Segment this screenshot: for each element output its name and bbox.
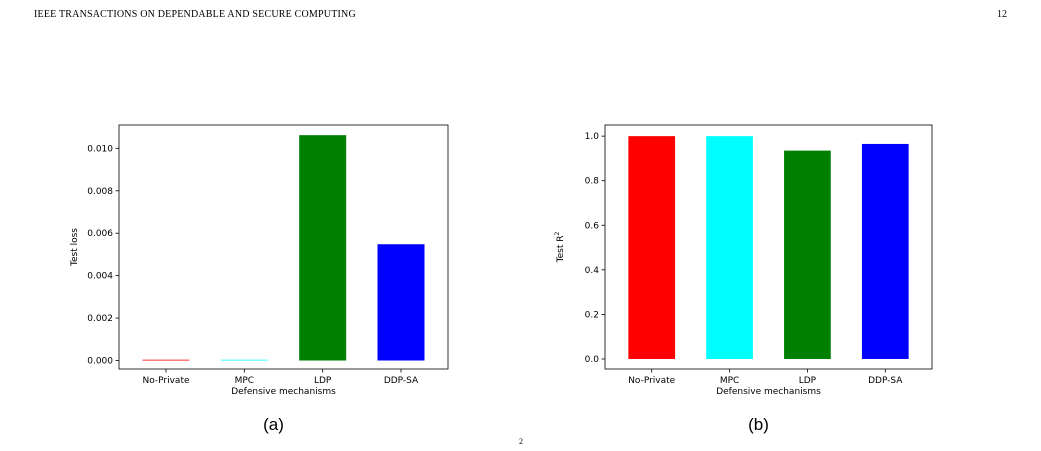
x-tick-label: DDP-SA [868,376,903,386]
x-tick-label: MPC [720,376,739,386]
bar-ldp [299,135,347,361]
journal-header: IEEE TRANSACTIONS ON DEPENDABLE AND SECU… [34,9,356,20]
bar-ddp-sa [377,244,425,361]
bar-no-private [142,359,190,361]
y-axis-label: Test R2 [554,231,566,263]
y-tick-label: 0.004 [87,272,113,282]
x-tick-label: MPC [235,376,254,386]
y-axis-label-superscript: 2 [554,231,561,235]
y-tick-label: 0.000 [87,357,113,367]
y-tick-label: 0.010 [87,144,113,154]
y-tick-label: 0.006 [87,229,113,239]
x-tick-label: No-Private [142,376,189,386]
x-tick-label: No-Private [628,376,675,386]
bottom-text-fragment: 2 [519,437,523,446]
x-axis-label: Defensive mechanisms [231,387,336,397]
y-axis-label: Test loss [70,228,80,267]
chart-panel-b: 0.0 0.2 0.4 0.6 0.8 1.0 No-Private MPC LDP DDP-SA… [554,124,933,434]
x-tick-label: LDP [799,376,817,386]
panel-caption: (b) [748,415,769,434]
y-tick-label: 0.0 [585,355,600,365]
bar-no-private [628,136,676,359]
x-axis-label: Defensive mechanisms [716,387,821,397]
panel-caption: (a) [263,415,284,434]
y-tick-label: 0.8 [585,177,600,187]
x-tick-label: LDP [314,376,332,386]
plot-frame [604,124,933,370]
bar-mpc [220,359,268,361]
bar-ddp-sa [861,143,909,359]
y-tick-label: 0.002 [87,314,113,324]
y-tick-label: 0.6 [585,221,600,231]
chart-panel-a: 0.000 0.002 0.004 0.006 0.008 0.010 No-Private… [70,124,449,434]
bar-ldp [784,150,831,359]
x-tick-label: DDP-SA [384,376,419,386]
bar-mpc [706,136,753,359]
y-tick-label: 0.2 [585,310,599,320]
y-tick-label: 1.0 [585,132,600,142]
y-tick-label: 0.4 [585,266,600,276]
y-tick-label: 0.008 [87,187,113,197]
plot-frame [118,124,449,370]
page-number: 12 [997,9,1007,20]
